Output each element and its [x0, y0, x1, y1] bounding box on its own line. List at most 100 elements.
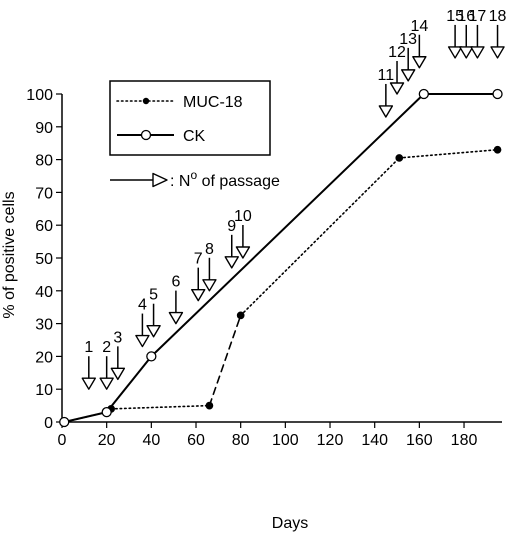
- data-point: [101, 407, 112, 418]
- passage-number: 4: [138, 297, 147, 314]
- passage-number: 3: [113, 329, 122, 346]
- passage-number: 11: [378, 67, 395, 84]
- passage-arrow: 5: [146, 287, 161, 338]
- passage-arrow: 16: [457, 8, 475, 59]
- x-tick-label: 100: [272, 432, 299, 449]
- passage-number: 13: [399, 31, 417, 48]
- key-arrow-head: [152, 172, 168, 188]
- arrow-head: [447, 46, 463, 59]
- passage-arrow: 12: [388, 44, 406, 95]
- passage-number: 10: [234, 208, 252, 225]
- passage-number: 2: [102, 339, 111, 356]
- legend-marker: [140, 129, 152, 141]
- arrow-head: [235, 246, 251, 259]
- legend-label: MUC-18: [183, 94, 243, 111]
- y-tick-label: 80: [35, 153, 53, 170]
- y-tick-label: 60: [35, 218, 53, 235]
- x-tick-label: 180: [451, 432, 478, 449]
- x-tick-label: 40: [142, 432, 160, 449]
- y-tick-label: 90: [35, 120, 53, 137]
- x-tick-label: 20: [98, 432, 116, 449]
- passage-number: 17: [469, 8, 487, 25]
- passage-arrow: 2: [99, 339, 114, 390]
- data-point: [492, 88, 503, 100]
- arrow-head: [389, 82, 405, 95]
- passage-number: 18: [489, 8, 507, 25]
- series-muc-18: [60, 145, 502, 426]
- series-line-segment: [208, 314, 242, 407]
- y-tick-label: 50: [35, 251, 53, 268]
- legend-entry-ck: CK: [117, 128, 206, 145]
- series-ck: [59, 88, 503, 428]
- x-tick-label: 140: [361, 432, 388, 449]
- passage-number: 15: [446, 8, 464, 25]
- axes: 0 10 20 30 40 50 60 70 80 90 100 0 20 40 60 80 100 120 140…: [26, 87, 502, 449]
- x-tick-label: 0: [58, 432, 67, 449]
- data-point: [236, 311, 245, 320]
- y-tick-label: 40: [35, 284, 53, 301]
- x-tick-label: 120: [317, 432, 344, 449]
- passage-arrow: 8: [202, 241, 217, 292]
- legend-label: CK: [183, 128, 206, 145]
- arrow-head: [110, 367, 126, 381]
- passage-number: 1: [84, 339, 93, 356]
- arrow-head: [168, 311, 184, 325]
- arrow-head: [378, 105, 394, 118]
- y-tick-label: 70: [35, 185, 53, 202]
- arrow-head: [400, 69, 416, 82]
- series-line-segment: [398, 148, 499, 159]
- passage-arrow: 15: [446, 8, 464, 59]
- series-line-segment: [105, 355, 153, 413]
- passage-arrow: 10: [234, 208, 252, 259]
- arrow-head: [224, 256, 239, 269]
- y-tick-label: 100: [26, 87, 53, 104]
- passage-arrow: 7: [191, 251, 206, 302]
- x-tick-label: 60: [187, 432, 205, 449]
- passage-number: 9: [227, 218, 236, 235]
- data-point: [395, 154, 404, 162]
- passage-arrow: 9: [224, 218, 239, 269]
- legend-entry-muc18: MUC-18: [116, 94, 243, 111]
- y-tick-label: 10: [35, 382, 53, 399]
- series-line-segment: [64, 411, 107, 423]
- legend-box: [109, 80, 271, 156]
- passage-number: 7: [194, 251, 203, 268]
- passage-arrow: 18: [489, 8, 507, 59]
- y-axis-label: % of positive cells: [1, 191, 18, 318]
- arrow-head: [146, 325, 161, 338]
- legend: MUC-18 CK: No of passage: [109, 80, 280, 190]
- arrow-head: [459, 46, 474, 59]
- data-point: [205, 401, 214, 410]
- data-point: [418, 88, 429, 100]
- arrow-head: [191, 288, 206, 302]
- passage-number: 5: [149, 287, 158, 304]
- series-line-segment: [239, 157, 401, 317]
- arrow-head: [470, 46, 485, 59]
- passage-arrow: 6: [168, 274, 184, 325]
- y-tick-label: 20: [35, 349, 53, 366]
- passage-arrow: 13: [399, 31, 417, 82]
- passage-key-superscript: o: [190, 168, 197, 182]
- arrow-head: [202, 279, 217, 292]
- x-tick-label: 160: [406, 432, 433, 449]
- arrow-head: [81, 377, 97, 390]
- y-tick-label: 30: [35, 317, 53, 334]
- data-point: [493, 145, 502, 154]
- series-layer: [59, 88, 503, 428]
- arrow-head: [412, 56, 427, 69]
- passage-number: 16: [457, 8, 475, 25]
- arrow-head: [135, 334, 150, 348]
- passage-number: 12: [388, 44, 406, 61]
- data-point: [146, 351, 157, 362]
- passage-arrow: 3: [110, 329, 126, 381]
- arrow-head: [490, 46, 505, 59]
- passage-number: 14: [410, 18, 428, 35]
- passage-arrow: 11: [378, 67, 395, 118]
- passage-arrow: 14: [410, 18, 428, 69]
- series-line-segment: [110, 404, 211, 410]
- passage-number: 8: [205, 241, 214, 258]
- passage-number: 6: [171, 274, 180, 291]
- passage-arrow: 4: [135, 297, 150, 348]
